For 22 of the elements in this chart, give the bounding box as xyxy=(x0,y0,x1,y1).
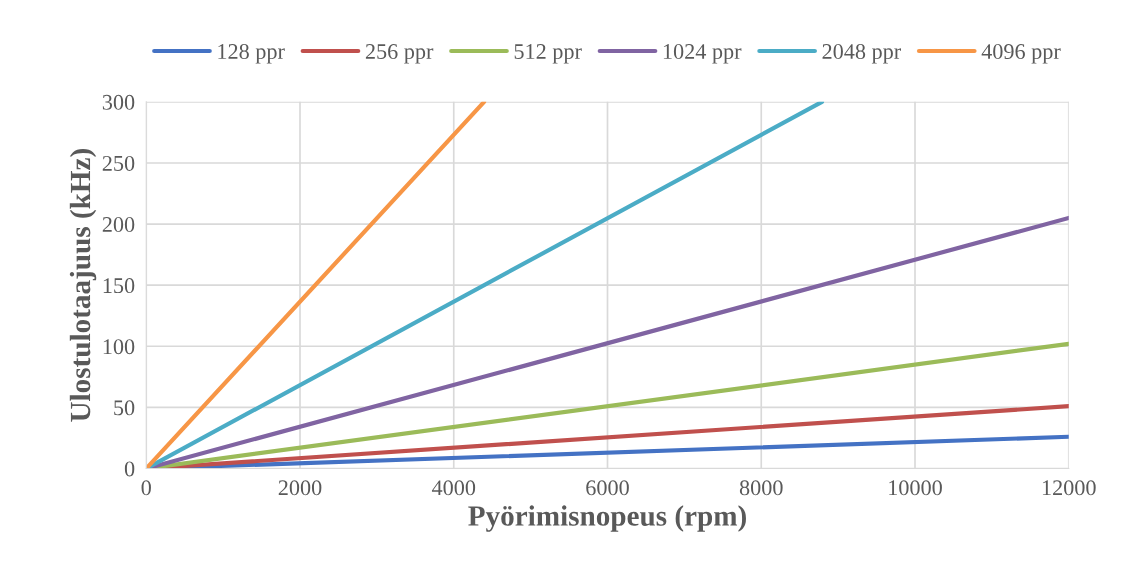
y-axis-title: Ulostulotaajuus (kHz) xyxy=(69,149,97,422)
legend-label: 128 ppr xyxy=(218,44,285,64)
legend-label: 512 ppr xyxy=(514,44,582,64)
legend-label: 4096 ppr xyxy=(981,44,1061,64)
x-tick-label: 2000 xyxy=(278,480,322,496)
y-tick-label: 50 xyxy=(114,400,135,416)
legend-label: 2048 ppr xyxy=(822,44,901,64)
x-tick-label: 10000 xyxy=(889,480,942,496)
y-tick-label: 250 xyxy=(102,155,135,171)
legend-label: 256 ppr xyxy=(365,44,434,64)
x-tick-label: 12000 xyxy=(1042,480,1096,496)
y-tick-label: 150 xyxy=(103,278,135,294)
x-tick-label: 4000 xyxy=(431,480,476,496)
x-axis-title: Pyörimisnopeus (rpm) xyxy=(468,505,746,532)
legend-label: 1024 ppr xyxy=(663,44,742,64)
x-tick-label: 6000 xyxy=(586,480,629,496)
x-tick-label: 0 xyxy=(141,480,151,496)
y-tick-label: 200 xyxy=(102,217,135,232)
y-tick-label: 100 xyxy=(103,339,135,355)
y-tick-label: 300 xyxy=(102,94,135,110)
y-tick-label: 0 xyxy=(124,461,135,477)
x-tick-label: 8000 xyxy=(739,480,783,496)
